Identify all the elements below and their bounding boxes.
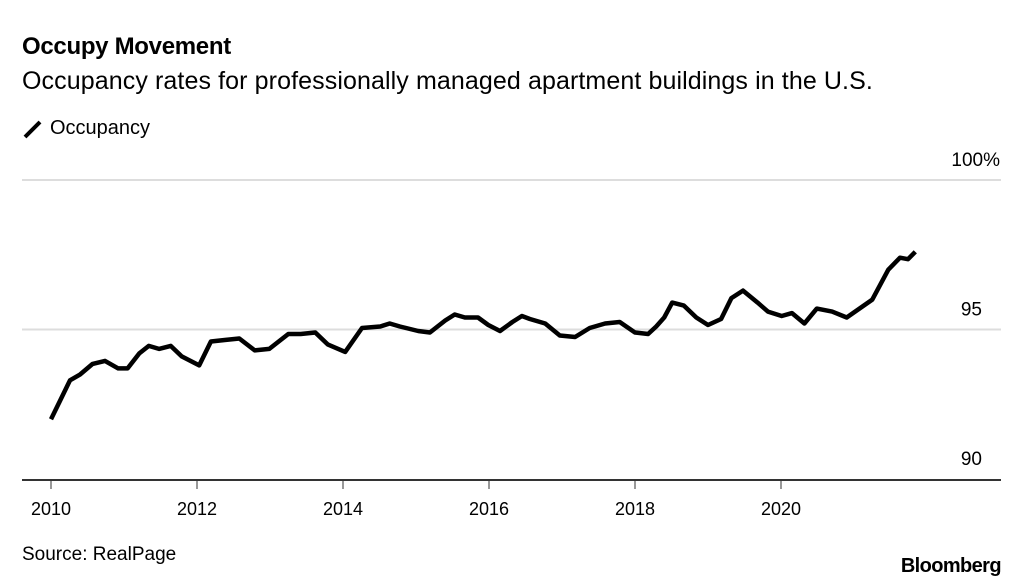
- chart-subtitle: Occupancy rates for professionally manag…: [22, 67, 873, 95]
- x-tick-label-2012: 2012: [177, 499, 217, 519]
- y-tick-label-90: 90: [961, 449, 982, 470]
- x-tick-label-2014: 2014: [323, 499, 363, 519]
- y-tick-label-95: 95: [961, 300, 982, 321]
- x-tick-label-2018: 2018: [615, 499, 655, 519]
- chart-title: Occupy Movement: [22, 33, 231, 60]
- series-line-occupancy: [48, 250, 917, 421]
- y-tick-label-100: 100%: [951, 150, 1000, 171]
- source-note: Source: RealPage: [22, 544, 177, 565]
- brand-logo: Bloomberg: [900, 555, 1002, 577]
- grid-lines: [22, 179, 1001, 331]
- legend: Occupancy: [22, 117, 150, 140]
- x-tick-label-2016: 2016: [469, 499, 509, 519]
- series-layer: [48, 250, 917, 421]
- line-segment-icon: [23, 120, 42, 138]
- y-axis: 90 95 100%: [951, 150, 1000, 470]
- x-axis: 2010 2012 2014 2016 2018 2020: [22, 479, 1001, 519]
- legend-label-occupancy: Occupancy: [50, 117, 151, 139]
- x-tick-label-2010: 2010: [31, 499, 71, 519]
- x-tick-label-2020: 2020: [761, 499, 801, 519]
